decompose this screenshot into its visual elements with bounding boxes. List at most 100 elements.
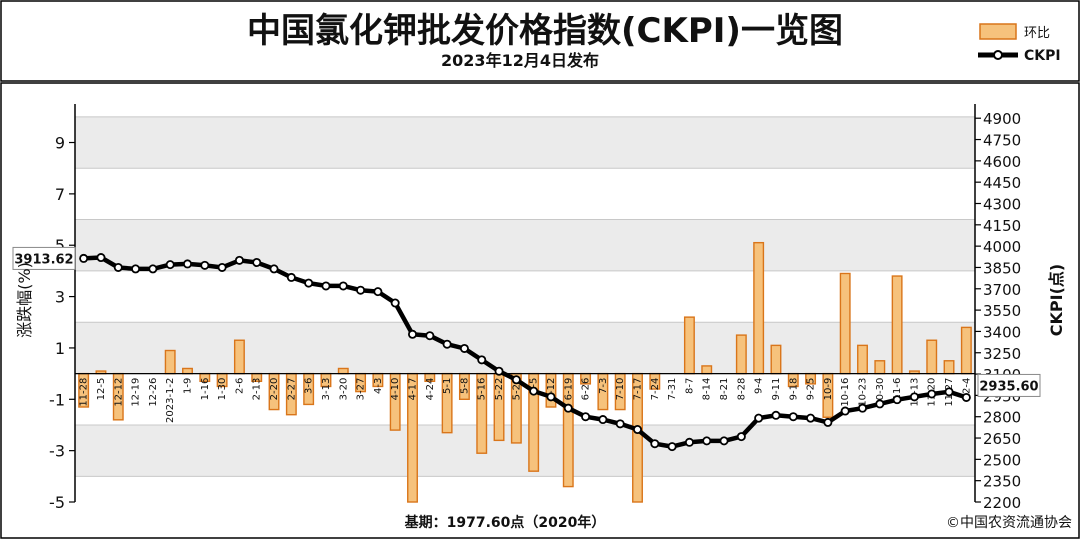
ckpi-point-10-16	[840, 406, 850, 416]
base-period-note: 基期：1977.60点（2020年）	[405, 514, 606, 531]
x-tick-label: 1-9	[183, 378, 194, 394]
right-tick-label: 4750	[983, 132, 1021, 150]
ckpi-point-12-26	[148, 264, 158, 274]
x-tick-label: 5-22	[494, 378, 505, 401]
x-tick-label: 11-13	[909, 378, 920, 407]
legend-bar-swatch	[979, 23, 1017, 40]
bar-1-9	[182, 367, 193, 375]
header-frame	[0, 0, 1080, 82]
x-tick-label: 2-20	[269, 378, 280, 401]
x-tick-label: 4-24	[425, 378, 436, 401]
x-tick-label: 9-11	[771, 378, 782, 401]
ckpi-point-4-24	[425, 331, 435, 341]
left-tick-label: 3	[55, 288, 65, 307]
ckpi-point-1-9	[182, 259, 192, 269]
ckpi-point-2023-1-2	[165, 260, 175, 270]
ckpi-point-11-6	[892, 395, 902, 405]
ckpi-point-7-10	[615, 419, 625, 429]
grid-band	[75, 116, 975, 169]
grid-band	[75, 424, 975, 477]
right-tick-label: 2350	[983, 473, 1021, 491]
bar-11-20	[926, 339, 938, 375]
right-tick-label: 2200	[983, 494, 1021, 512]
ckpi-point-6-12	[546, 392, 556, 402]
x-tick-label: 12-26	[148, 378, 159, 407]
ckpi-point-8-7	[684, 437, 694, 447]
x-tick-label: 11-6	[892, 378, 903, 401]
right-tick-label: 3850	[983, 259, 1021, 277]
bar-2-6	[233, 339, 245, 375]
ckpi-point-10-23	[858, 403, 868, 413]
x-tick-label: 12-5	[96, 378, 107, 401]
x-tick-label: 2-13	[252, 378, 263, 401]
left-tick-label: 9	[55, 134, 65, 153]
bar-8-28	[735, 334, 747, 375]
bar-10-16	[839, 272, 851, 375]
right-tick-label: 4000	[983, 238, 1021, 256]
ckpi-point-1-30	[217, 262, 227, 272]
ckpi-point-11-13	[909, 392, 919, 402]
ckpi-point-7-31	[667, 442, 677, 452]
ckpi-point-2-20	[269, 264, 279, 274]
ckpi-point-9-11	[771, 410, 781, 420]
x-tick-label: 2023-1-2	[165, 378, 176, 423]
x-tick-label: 3-20	[338, 378, 349, 401]
plot-area: 11-28 12-5 12-12 12-19 12-26 2023-1-2 1-9 1-16 1…	[12, 104, 1041, 512]
bar-12-4	[960, 326, 972, 375]
left-tick-label: -1	[49, 390, 65, 409]
right-tick-label: 3250	[983, 345, 1021, 363]
left-tick-label: 5	[55, 236, 65, 255]
ckpi-point-8-14	[702, 436, 712, 446]
legend-line-marker	[993, 50, 1003, 60]
x-tick-label: 2-27	[286, 378, 297, 401]
end-value-callout-box	[977, 373, 1041, 397]
bar-3-20	[337, 367, 349, 375]
x-tick-label: 5-16	[477, 378, 488, 401]
ckpi-point-11-20	[927, 389, 937, 399]
ckpi-point-3-20	[338, 281, 348, 291]
ckpi-point-5-29	[511, 375, 521, 385]
end-value-callout: 2935.60	[979, 379, 1038, 394]
ckpi-line	[83, 255, 967, 449]
ckpi-point-8-28	[736, 432, 746, 442]
x-tick-label: 8-28	[736, 378, 747, 401]
x-tick-label: 12-4	[961, 378, 972, 401]
left-tick-label: 7	[55, 185, 65, 204]
x-tick-label: 6-12	[546, 378, 557, 401]
right-tick-label: 3550	[983, 302, 1021, 320]
ckpi-point-3-27	[356, 285, 366, 295]
ckpi-point-3-6	[304, 278, 314, 288]
chart-subtitle: 2023年12月4日发布	[441, 51, 599, 70]
ckpi-point-2-6	[234, 255, 244, 265]
bar-9-4	[753, 241, 765, 375]
x-tick-label: 6-19	[563, 378, 574, 401]
copyright-note: ©中国农资流通协会	[946, 515, 1072, 531]
x-tick-label: 5-1	[442, 378, 453, 394]
ckpi-point-11-28	[79, 253, 89, 263]
x-tick-label: 10-9	[823, 378, 834, 401]
right-tick-label: 2650	[983, 430, 1021, 448]
ckpi-point-12-4	[961, 392, 971, 402]
x-tick-label: 10-30	[875, 378, 886, 407]
x-tick-label: 7-10	[615, 378, 626, 401]
ckpi-point-10-30	[875, 399, 885, 409]
chart-title: 中国氯化钾批发价格指数(CKPI)一览图	[247, 11, 843, 51]
bar-10-30	[874, 360, 886, 375]
ckpi-point-8-21	[719, 436, 729, 446]
ckpi-point-9-4	[754, 413, 764, 423]
left-tick-label: -5	[49, 493, 65, 512]
x-tick-label: 10-23	[858, 378, 869, 407]
x-tick-label: 9-18	[788, 378, 799, 401]
x-tick-label: 9-25	[806, 378, 817, 401]
x-tick-label: 3-6	[304, 378, 315, 394]
ckpi-point-4-17	[407, 329, 417, 339]
left-axis-title: 涨跌幅(%)	[15, 262, 34, 338]
bar-11-6	[891, 275, 903, 375]
bar-9-11	[770, 344, 782, 375]
x-tick-label: 2-6	[234, 378, 245, 394]
right-tick-label: 4450	[983, 174, 1021, 192]
ckpi-point-12-19	[131, 264, 141, 274]
x-tick-label: 9-4	[754, 378, 765, 394]
right-tick-label: 4300	[983, 196, 1021, 214]
